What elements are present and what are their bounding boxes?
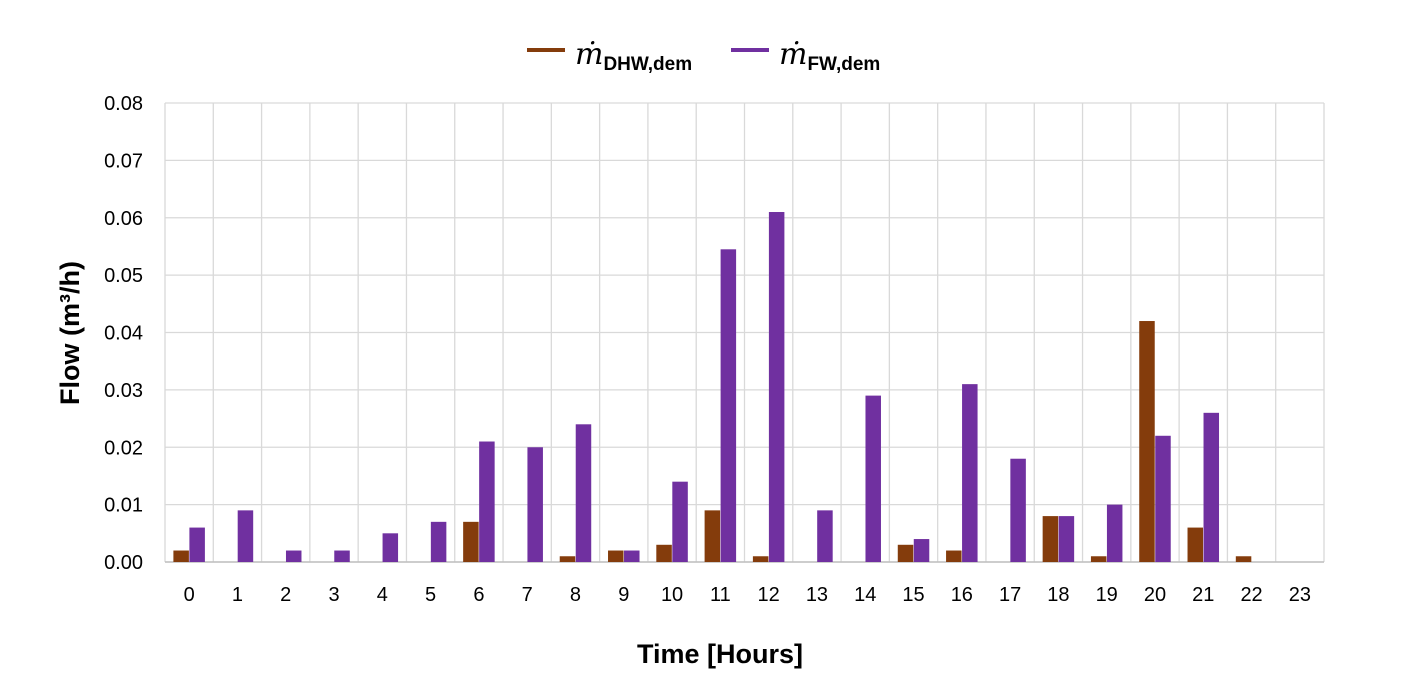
bar-fw-14 [865,395,881,562]
bar-fw-2 [285,550,302,562]
x-tick-label: 6 [473,584,484,606]
bar-dhw-12 [752,556,769,562]
x-tick-label: 19 [1096,584,1118,606]
bar-fw-20 [1155,435,1171,562]
x-tick-label: 11 [710,584,731,606]
legend-subscript-dhw: DHW,dem [603,54,692,75]
bar-dhw-20 [1139,321,1155,562]
bar-fw-11 [720,249,737,562]
bar-dhw-6 [463,521,479,562]
y-tick-label: 0.08 [104,93,143,115]
bar-dhw-11 [704,510,721,562]
bar-fw-12 [768,212,785,562]
x-tick-label: 18 [1047,584,1069,606]
bar-fw-17 [1010,458,1026,562]
x-tick-label: 15 [902,584,924,606]
legend-symbol-dhw: ṁ [575,37,603,72]
x-tick-label: 22 [1240,584,1262,606]
x-tick-label: 0 [184,584,195,606]
x-tick-label: 1 [232,584,243,606]
x-tick-label: 4 [377,584,388,606]
legend: ṁDHW,dem ṁFW,dem [527,37,880,75]
bar-dhw-18 [1042,516,1059,562]
bar-fw-9 [624,550,640,562]
bar-fw-1 [237,510,254,562]
bar-fw-8 [575,424,592,562]
bar-dhw-22 [1235,556,1252,562]
bar-fw-19 [1106,504,1123,562]
y-tick-label: 0.06 [104,208,143,230]
bar-fw-6 [479,441,495,562]
bar-fw-15 [913,539,930,562]
bar-dhw-21 [1187,527,1204,562]
bar-fw-3 [334,550,350,562]
bar-fw-5 [430,521,447,562]
legend-item-dhw: ṁDHW,dem [527,37,692,75]
x-tick-label: 9 [618,584,629,606]
bar-dhw-19 [1090,556,1107,562]
plot-bars [173,212,1252,562]
x-tick-label: 17 [999,584,1021,606]
x-tick-label: 3 [328,584,339,606]
legend-symbol-fw: ṁ [779,37,807,72]
bar-dhw-15 [897,544,914,562]
x-tick-label: 23 [1289,584,1311,606]
x-tick-label: 5 [425,584,436,606]
x-tick-label: 16 [951,584,973,606]
x-axis-title: Time [Hours] [637,639,803,669]
bar-dhw-9 [608,550,624,562]
y-tick-label: 0.04 [104,323,143,345]
x-tick-label: 14 [854,584,876,606]
bar-fw-7 [527,447,543,562]
x-tick-label: 10 [661,584,683,606]
bar-dhw-0 [173,550,189,562]
bar-fw-10 [672,481,688,562]
x-tick-label: 13 [806,584,828,606]
y-tick-label: 0.05 [104,265,143,287]
x-tick-label: 7 [522,584,533,606]
bar-fw-0 [189,527,205,562]
bar-fw-21 [1203,412,1220,562]
y-tick-label: 0.07 [104,150,143,172]
bar-dhw-8 [559,556,576,562]
y-tick-label: 0.00 [104,552,143,574]
y-tick-label: 0.02 [104,437,143,459]
bar-dhw-10 [656,544,672,562]
y-tick-label: 0.01 [104,495,143,517]
x-tick-label: 12 [758,584,780,606]
bar-fw-18 [1058,516,1075,562]
legend-subscript-fw: FW,dem [807,54,880,75]
bar-dhw-16 [946,550,962,562]
x-tick-label: 20 [1144,584,1166,606]
x-tick-label: 8 [570,584,581,606]
x-axis-ticks: 0 1 2 3 4 5 6 7 8 9 10 11 12 13 14 15 16 17 18 19 20 21 22 23 [184,584,1311,606]
svg-text:ṁDHW,dem: ṁDHW,dem [575,37,692,75]
x-tick-label: 2 [280,584,291,606]
plot-grid [164,102,1325,563]
y-axis-ticks: 0.00 0.01 0.02 0.03 0.04 0.05 0.06 0.07 0.08 [104,93,143,574]
legend-item-fw: ṁFW,dem [731,37,880,75]
x-tick-label: 21 [1192,584,1214,606]
y-axis-title: Flow (m³/h) [55,261,85,405]
bar-fw-16 [962,384,978,562]
svg-text:ṁFW,dem: ṁFW,dem [779,37,880,75]
bar-fw-13 [817,510,833,562]
y-tick-label: 0.03 [104,380,143,402]
bar-fw-4 [382,533,399,562]
